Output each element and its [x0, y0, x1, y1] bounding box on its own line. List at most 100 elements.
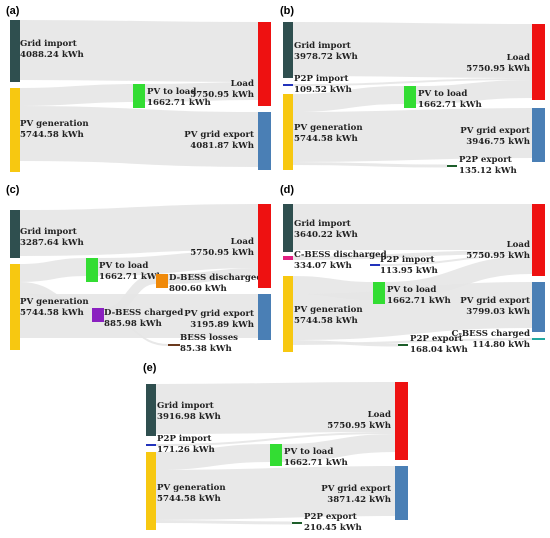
- sankey-node-grid: [10, 20, 20, 82]
- node-value-grid: 3978.72 kWh: [294, 52, 358, 62]
- node-value-p2pimport: 113.95 kWh: [380, 266, 438, 276]
- node-name-grid: Grid import: [294, 219, 351, 229]
- sankey-link-dbess_dis-to-load: [167, 268, 259, 284]
- sankey-link-pvload-to-load: [144, 82, 259, 102]
- sankey-link-pv-to-export: [19, 106, 259, 167]
- sankey-link-grid-to-load: [155, 382, 396, 434]
- node-value-pvload: 1662.71 kWh: [387, 296, 451, 306]
- sankey-node-grid: [146, 384, 156, 436]
- node-value-load: 5750.95 kWh: [190, 90, 254, 100]
- node-name-export: PV grid export: [460, 126, 530, 136]
- panel-label: (b): [280, 5, 294, 17]
- node-name-grid: Grid import: [20, 227, 77, 237]
- sankey-node-pvload: [404, 86, 416, 108]
- sankey-link-pvload-to-load: [415, 80, 533, 104]
- node-name-pv: PV generation: [294, 305, 363, 315]
- sankey-link-pvload-to-load: [97, 250, 259, 276]
- sankey-node-load: [258, 22, 271, 106]
- sankey-links: [292, 203, 533, 347]
- node-value-pvload: 1662.71 kWh: [418, 100, 482, 110]
- sankey-node-p2pimport: [146, 444, 156, 446]
- node-name-pvload: PV to load: [147, 87, 196, 97]
- node-name-p2pexport: P2P export: [410, 334, 463, 344]
- sankey-node-grid: [283, 204, 293, 252]
- node-value-grid: 3916.98 kWh: [157, 412, 221, 422]
- node-value-p2pexport: 168.04 kWh: [410, 345, 468, 355]
- node-name-load: Load: [231, 79, 254, 89]
- sankey-node-load: [532, 204, 545, 276]
- node-name-pv: PV generation: [20, 119, 89, 129]
- sankey-link-pv-to-pvload: [155, 444, 271, 470]
- node-value-grid: 3640.22 kWh: [294, 230, 358, 240]
- node-name-load: Load: [507, 53, 530, 63]
- sankey-link-pv-to-pvload: [19, 84, 134, 106]
- node-name-load: Load: [231, 237, 254, 247]
- sankey-link-grid-to-load: [19, 20, 259, 82]
- node-value-cbess-chg: 114.80 kWh: [472, 340, 530, 350]
- node-value-export: 3195.89 kWh: [190, 320, 254, 330]
- sankey-link-pvload-to-load: [281, 434, 396, 462]
- node-value-dbess-chg: 885.98 kWh: [104, 319, 162, 329]
- sankey-node-export: [258, 294, 271, 340]
- sankey-node-dbess-chg: [92, 308, 104, 322]
- sankey-node-dbess-dis: [156, 274, 168, 288]
- panel-label: (d): [280, 184, 294, 196]
- node-name-export: PV grid export: [321, 484, 391, 494]
- sankey-link-p2pimport-to-load: [292, 78, 533, 86]
- node-value-pv: 5744.58 kWh: [294, 316, 358, 326]
- node-name-bess-loss: BESS losses: [180, 333, 238, 343]
- sankey-node-pv: [10, 88, 20, 172]
- sankey-links: [292, 22, 533, 168]
- node-value-export: 3946.75 kWh: [466, 137, 530, 147]
- sankey-node-load: [258, 204, 271, 288]
- node-value-pvload: 1662.71 kWh: [147, 98, 211, 108]
- sankey-link-pv-to-export: [292, 108, 533, 162]
- sankey-node-pvload: [86, 258, 98, 282]
- sankey-node-p2pimport: [370, 264, 380, 266]
- sankey-link-cbess_dis-to-load: [292, 250, 533, 260]
- node-value-pvload: 1662.71 kWh: [284, 458, 348, 468]
- node-value-grid: 3287.64 kWh: [20, 238, 84, 248]
- node-value-pv: 5744.58 kWh: [20, 308, 84, 318]
- node-value-p2pimport: 109.52 kWh: [294, 85, 352, 95]
- sankey-node-p2pexport: [292, 522, 302, 524]
- node-name-export: PV grid export: [184, 309, 254, 319]
- sankey-node-cbess-dis: [283, 256, 293, 260]
- node-value-cbess-dis: 334.07 kWh: [294, 261, 352, 271]
- node-value-export: 3871.42 kWh: [327, 495, 391, 505]
- sankey-node-pv: [283, 94, 293, 170]
- node-name-p2pexport: P2P export: [304, 512, 357, 522]
- sankey-link-p2pimport-to-load: [155, 432, 396, 446]
- node-name-load: Load: [368, 410, 391, 420]
- node-name-grid: Grid import: [157, 401, 214, 411]
- sankey-node-bess-loss: [168, 344, 180, 346]
- sankey-links: [19, 20, 259, 167]
- node-name-cbess-dis: C-BESS discharged: [294, 250, 387, 260]
- sankey-link-p2pimport-to-load: [379, 254, 533, 266]
- sankey-node-grid: [283, 22, 293, 78]
- sankey-node-load: [532, 24, 545, 100]
- sankey-node-p2pimport: [283, 84, 293, 86]
- node-value-bess-loss: 85.38 kWh: [180, 344, 233, 354]
- sankey-node-load: [395, 382, 408, 460]
- node-name-pvload: PV to load: [284, 447, 333, 457]
- node-name-grid: Grid import: [20, 39, 77, 49]
- node-value-pv: 5744.58 kWh: [20, 130, 84, 140]
- node-name-p2pexport: P2P export: [459, 155, 512, 165]
- sankey-node-pvload: [270, 444, 282, 466]
- node-value-load: 5750.95 kWh: [466, 251, 530, 261]
- node-name-pvload: PV to load: [387, 285, 436, 295]
- node-value-load: 5750.95 kWh: [327, 421, 391, 431]
- sankey-node-pvload: [373, 282, 385, 304]
- sankey-node-grid: [10, 210, 20, 258]
- node-value-pv: 5744.58 kWh: [294, 134, 358, 144]
- sankey-links: [19, 204, 259, 346]
- node-value-grid: 4088.24 kWh: [20, 50, 84, 60]
- node-name-p2pimport: P2P import: [157, 434, 212, 444]
